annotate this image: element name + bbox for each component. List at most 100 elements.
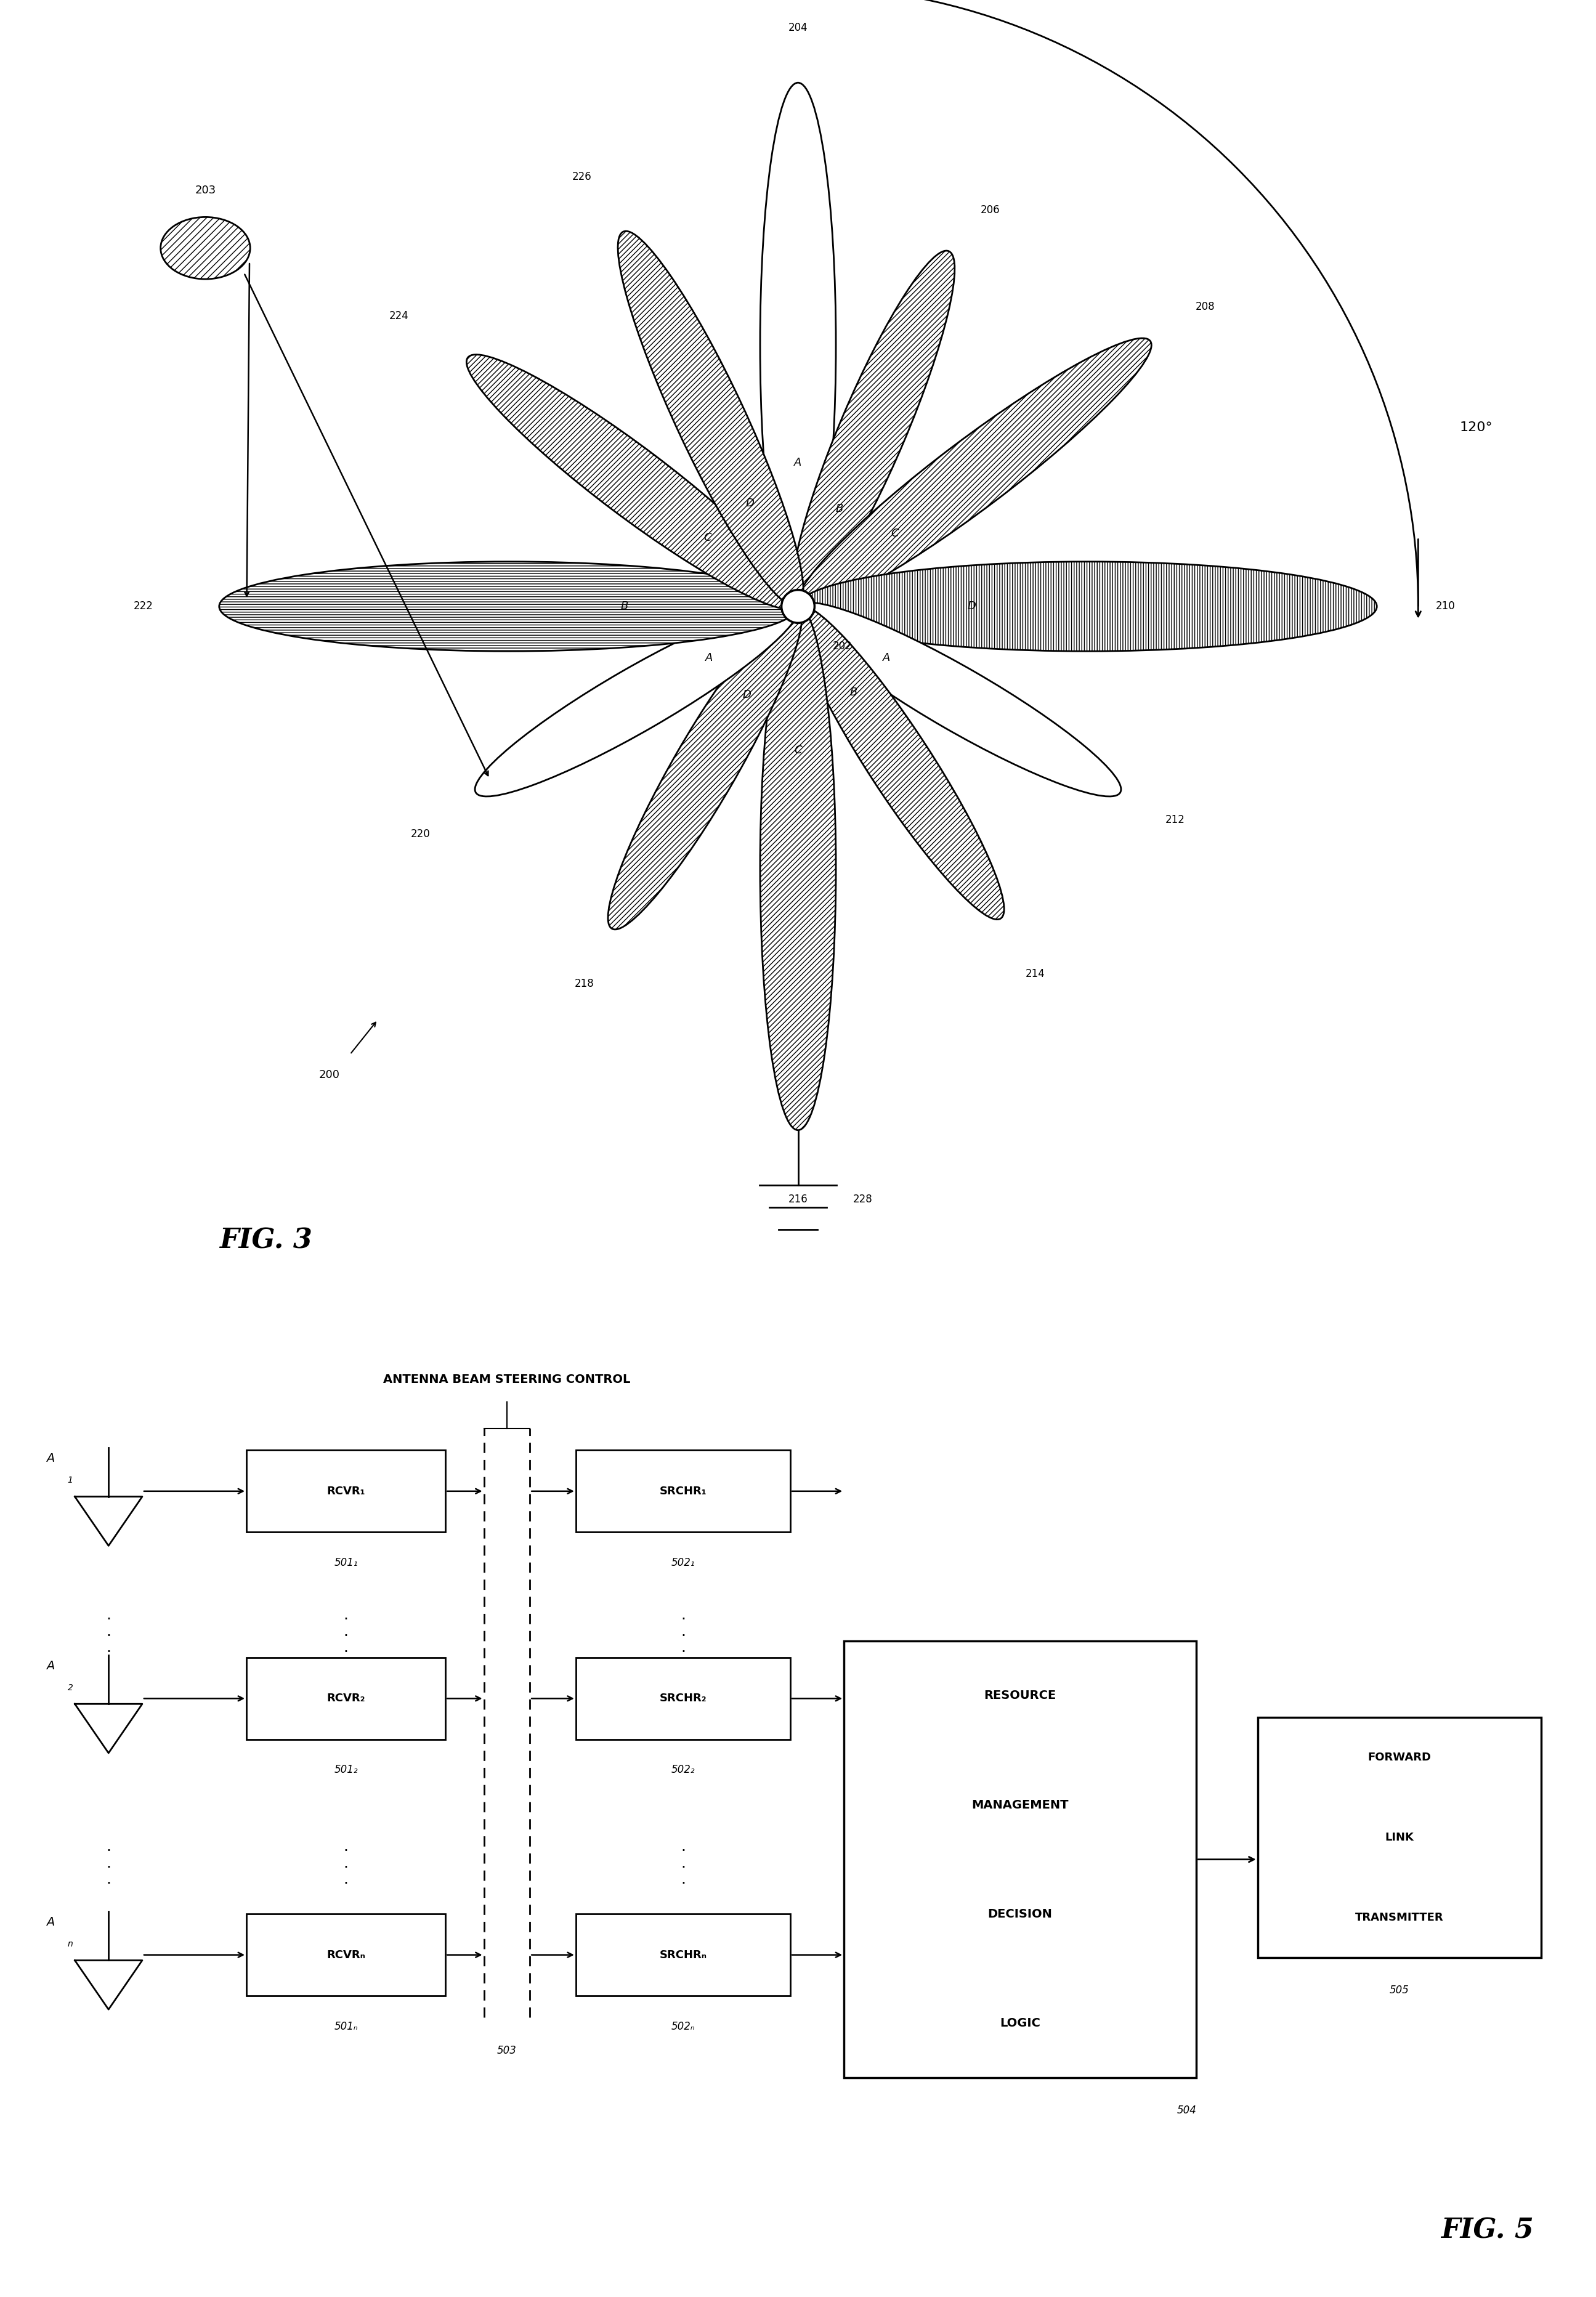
Text: MANAGEMENT: MANAGEMENT <box>972 1799 1069 1810</box>
Bar <box>844 1640 1197 2076</box>
Text: 202: 202 <box>833 641 852 652</box>
Text: 212: 212 <box>1165 815 1186 825</box>
Text: 1: 1 <box>67 1477 73 1484</box>
Text: ·: · <box>680 1877 686 1890</box>
Bar <box>576 1658 790 1739</box>
Bar <box>246 1913 445 1996</box>
Ellipse shape <box>608 606 801 930</box>
Text: 501ₙ: 501ₙ <box>334 2021 358 2033</box>
Text: FIG. 3: FIG. 3 <box>219 1227 313 1254</box>
Text: ·: · <box>343 1629 348 1642</box>
Bar <box>576 1913 790 1996</box>
Text: ·: · <box>105 1612 112 1626</box>
Ellipse shape <box>161 218 251 280</box>
Text: ·: · <box>680 1645 686 1658</box>
Text: C: C <box>704 533 712 544</box>
Bar <box>576 1449 790 1532</box>
Text: B: B <box>836 503 843 515</box>
Text: 505: 505 <box>1390 1985 1409 1996</box>
Text: 222: 222 <box>134 602 153 611</box>
Text: 503: 503 <box>496 2044 517 2056</box>
Text: ·: · <box>105 1629 112 1642</box>
Text: 501₁: 501₁ <box>334 1557 358 1569</box>
Text: 502ₙ: 502ₙ <box>672 2021 694 2033</box>
Ellipse shape <box>476 602 798 797</box>
Ellipse shape <box>466 354 800 609</box>
Text: ·: · <box>343 1645 348 1658</box>
Text: B: B <box>851 687 857 698</box>
Circle shape <box>782 590 814 622</box>
Text: ·: · <box>105 1877 112 1890</box>
Text: A: A <box>705 652 713 664</box>
Text: 216: 216 <box>788 1194 808 1204</box>
Text: A: A <box>46 1916 54 1927</box>
Ellipse shape <box>219 563 798 652</box>
Text: LOGIC: LOGIC <box>999 2017 1041 2028</box>
Ellipse shape <box>798 602 1120 797</box>
Text: 504: 504 <box>1176 2104 1197 2116</box>
Ellipse shape <box>760 83 836 606</box>
Text: RCVR₂: RCVR₂ <box>327 1693 365 1704</box>
Text: SRCHR₂: SRCHR₂ <box>659 1693 707 1704</box>
Text: 220: 220 <box>410 829 431 838</box>
Text: RCVRₙ: RCVRₙ <box>327 1950 365 1959</box>
Text: ·: · <box>343 1612 348 1626</box>
Text: FORWARD: FORWARD <box>1368 1753 1432 1764</box>
Text: A: A <box>46 1452 54 1463</box>
Text: B: B <box>621 602 629 611</box>
Text: C: C <box>795 744 801 756</box>
Text: A: A <box>795 457 801 469</box>
Text: D: D <box>742 689 752 701</box>
Text: A: A <box>46 1661 54 1672</box>
Text: 218: 218 <box>575 979 594 990</box>
Text: TRANSMITTER: TRANSMITTER <box>1355 1911 1444 1923</box>
Text: SRCHR₁: SRCHR₁ <box>659 1486 707 1498</box>
Text: 228: 228 <box>854 1194 873 1204</box>
Text: n: n <box>67 1939 73 1948</box>
Text: DECISION: DECISION <box>988 1909 1052 1920</box>
Bar <box>246 1658 445 1739</box>
Text: D: D <box>967 602 975 611</box>
Text: 502₁: 502₁ <box>672 1557 694 1569</box>
Text: A: A <box>883 652 891 664</box>
Text: 502₂: 502₂ <box>672 1764 694 1776</box>
Text: RCVR₁: RCVR₁ <box>327 1486 365 1498</box>
Bar <box>246 1449 445 1532</box>
Text: 120°: 120° <box>1459 420 1492 434</box>
Text: ·: · <box>680 1861 686 1874</box>
Text: ·: · <box>105 1844 112 1858</box>
Text: 501₂: 501₂ <box>334 1764 358 1776</box>
Text: 210: 210 <box>1436 602 1456 611</box>
Text: 214: 214 <box>1025 967 1045 979</box>
Text: 208: 208 <box>1195 301 1215 312</box>
Text: ·: · <box>105 1645 112 1658</box>
Text: ANTENNA BEAM STEERING CONTROL: ANTENNA BEAM STEERING CONTROL <box>383 1374 630 1385</box>
Ellipse shape <box>618 232 803 606</box>
Bar <box>1258 1718 1542 1957</box>
Text: ·: · <box>105 1861 112 1874</box>
Text: ·: · <box>343 1861 348 1874</box>
Text: D: D <box>745 498 755 510</box>
Text: 204: 204 <box>788 23 808 32</box>
Text: ·: · <box>680 1844 686 1858</box>
Ellipse shape <box>795 606 1004 919</box>
Ellipse shape <box>796 338 1151 609</box>
Text: LINK: LINK <box>1385 1833 1414 1842</box>
Text: FIG. 5: FIG. 5 <box>1441 2217 1534 2244</box>
Text: 200: 200 <box>319 1070 340 1080</box>
Ellipse shape <box>798 563 1377 652</box>
Ellipse shape <box>792 250 954 606</box>
Ellipse shape <box>760 606 836 1130</box>
Text: 206: 206 <box>980 204 999 216</box>
Text: SRCHRₙ: SRCHRₙ <box>659 1950 707 1959</box>
Text: 203: 203 <box>195 184 215 195</box>
Text: 226: 226 <box>571 170 592 181</box>
Text: RESOURCE: RESOURCE <box>985 1691 1057 1702</box>
Text: ·: · <box>343 1877 348 1890</box>
Text: C: C <box>891 528 899 540</box>
Text: ·: · <box>343 1844 348 1858</box>
Text: 2: 2 <box>67 1684 73 1693</box>
Text: 224: 224 <box>389 310 409 322</box>
Text: ·: · <box>680 1612 686 1626</box>
Text: ·: · <box>680 1629 686 1642</box>
